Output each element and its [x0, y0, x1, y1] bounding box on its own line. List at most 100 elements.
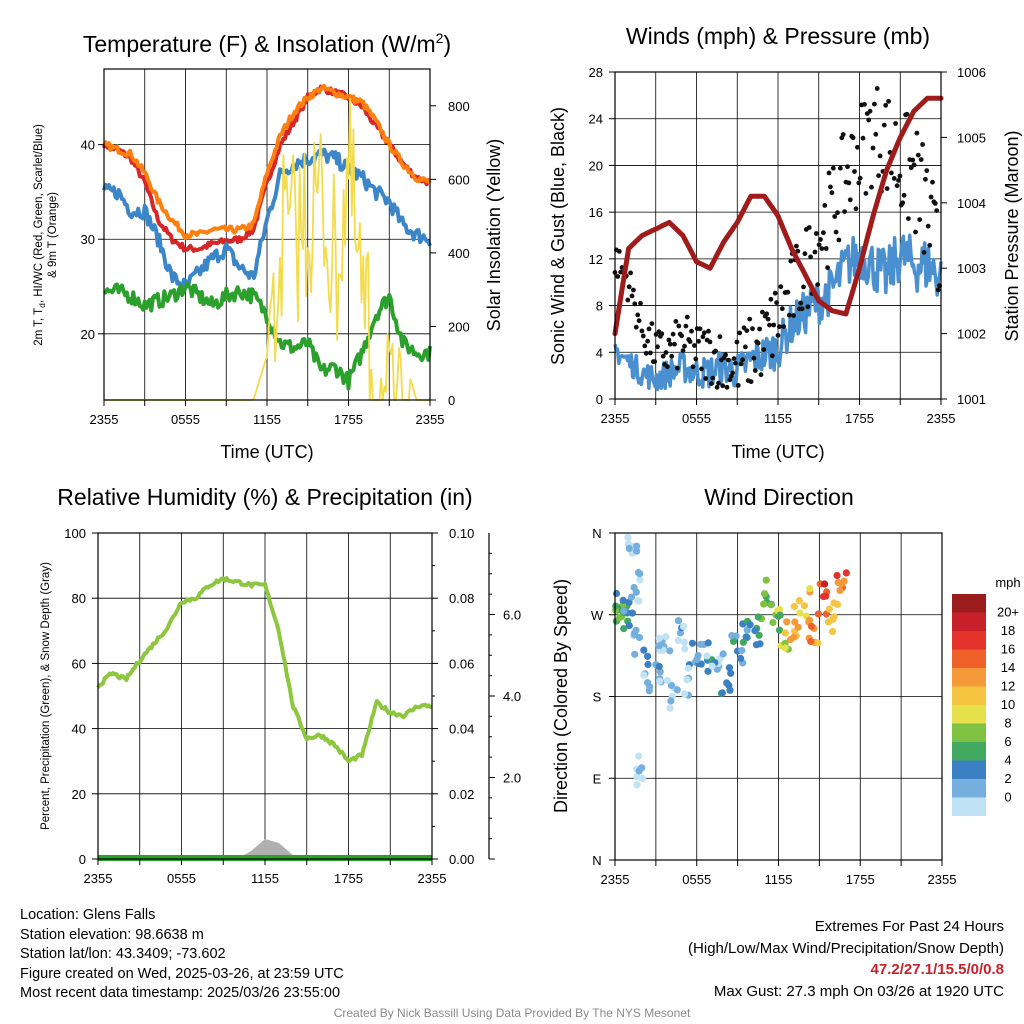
direction-point	[790, 602, 798, 611]
direction-point	[767, 601, 775, 609]
temp-ylabel-left-2: & 9m T (Orange)	[47, 192, 59, 278]
y2-tick-label: 0.00	[449, 852, 474, 867]
gust-point	[906, 216, 911, 222]
gust-point	[927, 242, 933, 248]
direction-point	[644, 660, 652, 669]
extremes-box: Extremes For Past 24 Hours (High/Low/Max…	[688, 916, 1004, 1002]
direction-point	[638, 774, 647, 783]
gust-point	[716, 380, 721, 386]
legend-label: 16	[1001, 641, 1015, 656]
y2-tick-label: 0.08	[449, 591, 474, 606]
direction-point	[646, 683, 654, 691]
direction-point	[790, 633, 798, 641]
y-tick-label: 28	[589, 65, 603, 80]
gust-point	[874, 86, 880, 91]
gust-point	[863, 191, 869, 196]
direction-point	[636, 576, 644, 584]
direction-point	[814, 639, 822, 647]
gust-point	[737, 330, 743, 336]
gust-point	[840, 132, 846, 137]
extremes-heading: Extremes For Past 24 Hours	[814, 918, 1004, 935]
direction-point	[633, 773, 641, 781]
gust-point	[883, 102, 889, 108]
gust-point	[913, 229, 918, 235]
direction-point	[631, 650, 639, 658]
max-gust-text: Max Gust: 27.3 mph On 03/26 at 1920 UTC	[713, 982, 1004, 1000]
direction-point	[791, 618, 799, 626]
gust-point	[934, 208, 940, 214]
temp-gridlines	[104, 69, 430, 400]
gust-point	[884, 186, 890, 192]
direction-point	[762, 576, 770, 584]
y2-tick-label: 0	[448, 393, 455, 408]
gust-point	[734, 339, 740, 345]
direction-point	[662, 633, 670, 641]
legend-swatch	[952, 723, 986, 742]
gust-point	[648, 350, 653, 356]
gust-point	[845, 164, 850, 170]
gust-point	[799, 306, 805, 312]
temp-title: Temperature (F) & Insolation (W/m2)	[83, 30, 451, 57]
direction-point	[620, 625, 628, 633]
gust-point	[636, 318, 642, 324]
direction-point	[680, 690, 689, 698]
direction-point	[821, 580, 829, 588]
direction-point	[761, 590, 769, 598]
legend-label: 4	[1004, 752, 1011, 767]
gust-point	[846, 180, 852, 186]
y2-tick-label: 0.02	[449, 787, 474, 802]
direction-point	[673, 686, 681, 694]
direction-point	[807, 637, 815, 646]
gust-point	[801, 284, 806, 290]
y-tick-label: 0	[79, 852, 86, 867]
snow-tick-label: 4.0	[503, 689, 521, 704]
gust-point	[808, 254, 813, 260]
direction-point	[795, 597, 803, 605]
gust-point	[660, 353, 666, 359]
gust-point	[628, 270, 633, 276]
direction-point	[800, 602, 809, 610]
gust-point	[785, 289, 791, 295]
direction-point	[842, 569, 850, 577]
legend-swatch	[952, 779, 986, 798]
rh-series	[96, 576, 433, 861]
direction-point	[633, 542, 641, 550]
direction-point	[746, 621, 754, 629]
gust-point	[847, 197, 853, 203]
legend-label: 8	[1004, 715, 1011, 730]
direction-point	[624, 533, 632, 542]
gust-point	[832, 214, 838, 219]
temp-ylabel-left-1: 2m T, Td, HI/WC (Red, Green, Scarlet/Blu…	[33, 124, 47, 346]
direction-point	[719, 650, 727, 658]
gust-point	[911, 162, 917, 168]
direction-point	[727, 669, 735, 677]
gust-point	[886, 98, 891, 104]
y2-tick-label: 1003	[957, 261, 986, 276]
direction-point	[718, 689, 727, 697]
gust-point	[893, 121, 898, 126]
gust-point	[891, 176, 897, 181]
direction-point	[769, 618, 777, 627]
gust-point	[877, 153, 883, 159]
y-tick-label: 80	[72, 591, 86, 606]
direction-point	[666, 704, 674, 712]
wind-panel: Winds (mph) & Pressure (mb) 2355 0555 1155…	[548, 23, 1022, 462]
gust-point	[819, 246, 825, 252]
wind-title: Winds (mph) & Pressure (mb)	[626, 23, 930, 49]
gust-point	[642, 343, 648, 349]
direction-point	[625, 622, 633, 630]
direction-point	[644, 652, 652, 660]
gust-point	[930, 179, 935, 185]
x-tick-label: 2355	[601, 872, 630, 887]
y2-tick-label: 1001	[957, 392, 986, 407]
gust-point	[669, 353, 675, 359]
gust-point	[744, 328, 750, 333]
gust-point	[639, 328, 645, 334]
direction-point	[729, 637, 738, 646]
gust-point	[616, 249, 622, 254]
y-tick-label: 12	[589, 252, 603, 267]
y-tick-label: 100	[64, 526, 86, 541]
y-tick-label: 30	[81, 232, 95, 247]
